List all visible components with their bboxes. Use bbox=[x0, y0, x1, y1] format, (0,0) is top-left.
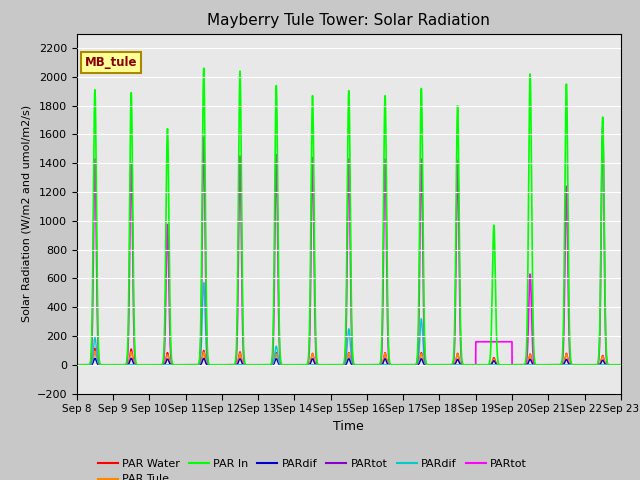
PAR In bbox=[171, 362, 179, 368]
Legend: PAR Water, PAR Tule, PAR In, PARdif, PARtot, PARdif, PARtot: PAR Water, PAR Tule, PAR In, PARdif, PAR… bbox=[93, 455, 531, 480]
PARdif bbox=[471, 362, 479, 368]
PARdif bbox=[200, 280, 207, 286]
PARtot bbox=[440, 362, 448, 368]
PAR Tule bbox=[502, 362, 509, 368]
PAR Tule bbox=[73, 362, 81, 368]
PARdif bbox=[329, 362, 337, 368]
PARdif bbox=[617, 362, 625, 368]
PAR Tule bbox=[617, 362, 625, 368]
PARtot bbox=[599, 124, 607, 130]
PAR Water bbox=[617, 362, 625, 368]
PARdif bbox=[171, 362, 179, 368]
PAR In bbox=[73, 362, 81, 368]
PARdif bbox=[73, 362, 81, 368]
PAR Tule bbox=[471, 362, 479, 368]
PARdif bbox=[329, 362, 337, 368]
PAR Tule bbox=[329, 362, 337, 368]
PARdif bbox=[109, 362, 117, 368]
PAR In bbox=[471, 362, 479, 368]
Y-axis label: Solar Radiation (W/m2 and umol/m2/s): Solar Radiation (W/m2 and umol/m2/s) bbox=[21, 105, 31, 322]
PAR Water bbox=[171, 362, 179, 368]
PARtot bbox=[617, 362, 625, 368]
PAR In bbox=[329, 362, 337, 368]
Line: PAR In: PAR In bbox=[77, 68, 621, 365]
Line: PARtot: PARtot bbox=[77, 127, 621, 365]
PAR Water bbox=[471, 362, 479, 368]
PAR Water bbox=[441, 362, 449, 368]
PAR In bbox=[200, 65, 207, 71]
PARdif bbox=[441, 362, 449, 368]
PARtot bbox=[171, 362, 179, 368]
PAR In bbox=[441, 362, 449, 368]
PARtot bbox=[73, 362, 81, 368]
Text: MB_tule: MB_tule bbox=[85, 56, 138, 69]
PAR Tule bbox=[441, 362, 449, 368]
Line: PARdif: PARdif bbox=[77, 283, 621, 365]
PAR In bbox=[502, 362, 509, 368]
PARdif bbox=[616, 362, 624, 368]
PAR Water bbox=[502, 362, 509, 368]
PARdif bbox=[73, 362, 81, 368]
Line: PARdif: PARdif bbox=[77, 359, 621, 365]
Line: PAR Tule: PAR Tule bbox=[77, 351, 621, 365]
Title: Mayberry Tule Tower: Solar Radiation: Mayberry Tule Tower: Solar Radiation bbox=[207, 13, 490, 28]
PAR Tule bbox=[616, 362, 624, 368]
PARdif bbox=[502, 362, 509, 368]
PARdif bbox=[441, 362, 449, 368]
PARdif bbox=[471, 362, 479, 368]
PAR Water bbox=[91, 346, 99, 351]
PARdif bbox=[502, 362, 509, 368]
PARdif bbox=[617, 362, 625, 368]
PARtot bbox=[616, 362, 624, 368]
X-axis label: Time: Time bbox=[333, 420, 364, 432]
PARtot bbox=[471, 362, 479, 368]
PAR In bbox=[617, 362, 625, 368]
PAR Water bbox=[73, 362, 81, 368]
PARdif bbox=[616, 362, 624, 368]
PARdif bbox=[171, 362, 179, 368]
PARtot bbox=[328, 362, 336, 368]
PAR Tule bbox=[171, 362, 179, 368]
PAR Water bbox=[616, 362, 624, 368]
PARtot bbox=[502, 339, 509, 345]
PARdif bbox=[91, 356, 99, 361]
PAR Water bbox=[329, 362, 337, 368]
PAR Tule bbox=[91, 348, 99, 354]
Line: PAR Water: PAR Water bbox=[77, 348, 621, 365]
PAR In bbox=[616, 362, 624, 368]
